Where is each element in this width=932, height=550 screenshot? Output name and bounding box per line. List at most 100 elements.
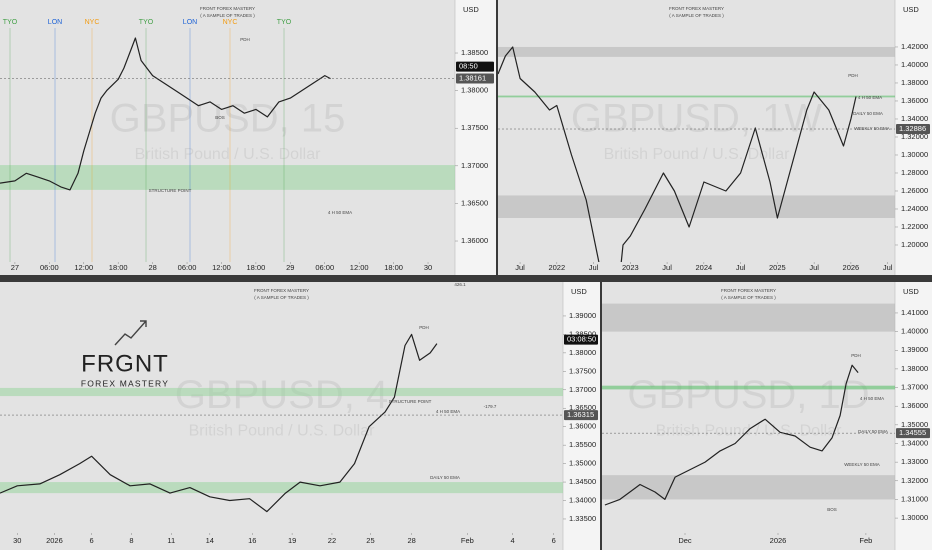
x-tick-label: 12:00	[74, 263, 93, 272]
y-tick-label: 1.36500	[569, 403, 596, 412]
x-tick-label: Jul	[736, 263, 746, 272]
session-label: NYC	[223, 19, 238, 26]
y-tick-label: 1.42000	[901, 42, 928, 51]
price-line	[604, 364, 859, 506]
x-tick-label: 2022	[548, 263, 565, 272]
timer-box	[456, 61, 494, 72]
x-tick-label: Jul	[662, 263, 672, 272]
panel-subtitle: ( A SAMPLE OF TRADES )	[721, 295, 776, 300]
timer: 08:50	[459, 62, 478, 71]
panel-background	[498, 0, 932, 275]
x-tick-label: 6	[90, 536, 94, 545]
x-tick-label: 11	[167, 536, 175, 545]
y-tick-label: 1.39000	[569, 311, 596, 320]
y-tick-label: 1.36000	[901, 96, 928, 105]
annotation: DAILY 50 EMA	[858, 429, 888, 434]
x-tick-label: 22	[328, 536, 336, 545]
timer: 03:08:50	[567, 335, 596, 344]
annotation: BOS	[827, 507, 837, 512]
session-label: NYC	[85, 19, 100, 26]
price-zone	[602, 303, 895, 332]
y-tick-label: 1.20000	[901, 240, 928, 249]
x-tick-label: Feb	[859, 536, 872, 545]
annotation: STRUCTURE POINT	[149, 188, 192, 193]
price-line	[0, 37, 331, 191]
y-tick-label: 1.38000	[569, 348, 596, 357]
annotation: WEEKLY 50 EMA	[844, 462, 880, 467]
x-tick-label: 2024	[696, 263, 713, 272]
y-tick-label: 1.37000	[901, 383, 928, 392]
x-tick-label: 25	[366, 536, 374, 545]
x-tick-label: 18:00	[384, 263, 403, 272]
x-tick-label: 29	[286, 263, 294, 272]
panel-title: FRONT FOREX MASTERY	[721, 288, 776, 293]
y-tick-label: 1.40000	[901, 327, 928, 336]
x-tick-label: 19	[288, 536, 296, 545]
x-tick-label: 18:00	[109, 263, 128, 272]
panel-background	[0, 0, 496, 275]
price-line	[498, 46, 857, 262]
price-tag: 1.34555	[899, 428, 926, 437]
panel-subtitle: ( A SAMPLE OF TRADES )	[200, 13, 255, 18]
logo-title: FRGNT	[81, 350, 169, 377]
x-tick-label: 2026	[46, 536, 63, 545]
x-tick-label: 6	[552, 536, 556, 545]
panel-background	[0, 282, 600, 550]
plot: GBPUSD, 4British Pound / U.S. Dollar	[0, 333, 563, 513]
y-tick-label: 1.26000	[901, 186, 928, 195]
y-tick-label: 1.24000	[901, 204, 928, 213]
price-tag-box	[896, 428, 930, 439]
annotation: 4 H 50 EMA	[328, 210, 352, 215]
annotation: DAILY 50 EMA	[430, 475, 460, 480]
y-tick-label: 1.31000	[901, 494, 928, 503]
x-tick-label: 12:00	[350, 263, 369, 272]
y-tick-label: 1.22000	[901, 222, 928, 231]
y-tick-label: 1.34000	[569, 496, 596, 505]
session-label: LON	[183, 19, 197, 26]
x-tick-label: 28	[148, 263, 156, 272]
x-tick-label: 30	[424, 263, 432, 272]
x-tick-label: 2023	[622, 263, 639, 272]
session-label: TYO	[3, 19, 18, 26]
plot: GBPUSD, 1D British Pound / U.S. Dollar	[602, 303, 895, 506]
panel-subtitle: ( A SAMPLE OF TRADES )	[254, 295, 309, 300]
session-label: TYO	[277, 19, 292, 26]
annotation: BOS	[215, 115, 225, 120]
x-tick-label: 16	[248, 536, 256, 545]
watermark: GBPUSD, 1W	[571, 97, 822, 141]
annotation: STRUCTURE POINT	[389, 399, 432, 404]
price-axis	[895, 282, 932, 550]
annotation: 426.1	[454, 282, 466, 287]
price-axis	[455, 0, 496, 275]
x-tick-label: Dec	[678, 536, 692, 545]
price-tag-box	[456, 73, 494, 84]
annotation: PDH	[851, 353, 861, 358]
y-tick-label: 1.30000	[901, 513, 928, 522]
y-tick-label: 1.38000	[901, 364, 928, 373]
y-tick-label: 1.34500	[569, 477, 596, 486]
panel-title: FRONT FOREX MASTERY	[254, 288, 309, 293]
watermark: GBPUSD, 1D	[627, 373, 869, 417]
annotation: 4 H 50 EMA	[436, 409, 460, 414]
price-tag: 1.36315	[567, 410, 594, 419]
currency: USD	[463, 5, 479, 14]
y-tick-label: 1.32000	[901, 476, 928, 485]
watermark-subtitle: British Pound / U.S. Dollar	[189, 423, 376, 440]
y-tick-label: 1.37500	[569, 366, 596, 375]
price-tag-box	[896, 124, 930, 135]
x-tick-label: Jul	[809, 263, 819, 272]
plot: GBPUSD, 15 British Pound / U.S. Dollar TYO…	[0, 19, 455, 262]
y-tick-label: 1.39000	[901, 345, 928, 354]
y-tick-label: 1.38000	[461, 86, 488, 95]
x-tick-label: 2026	[843, 263, 860, 272]
price-zone	[498, 95, 895, 98]
annotation: PDH	[240, 37, 250, 42]
y-tick-label: 1.38000	[901, 78, 928, 87]
currency: USD	[571, 287, 587, 296]
plot: GBPUSD, 1W British Pound / U.S. Dollar	[498, 46, 895, 262]
watermark-subtitle: British Pound / U.S. Dollar	[656, 423, 843, 440]
y-tick-label: 1.38500	[569, 329, 596, 338]
y-tick-label: 1.37500	[461, 123, 488, 132]
